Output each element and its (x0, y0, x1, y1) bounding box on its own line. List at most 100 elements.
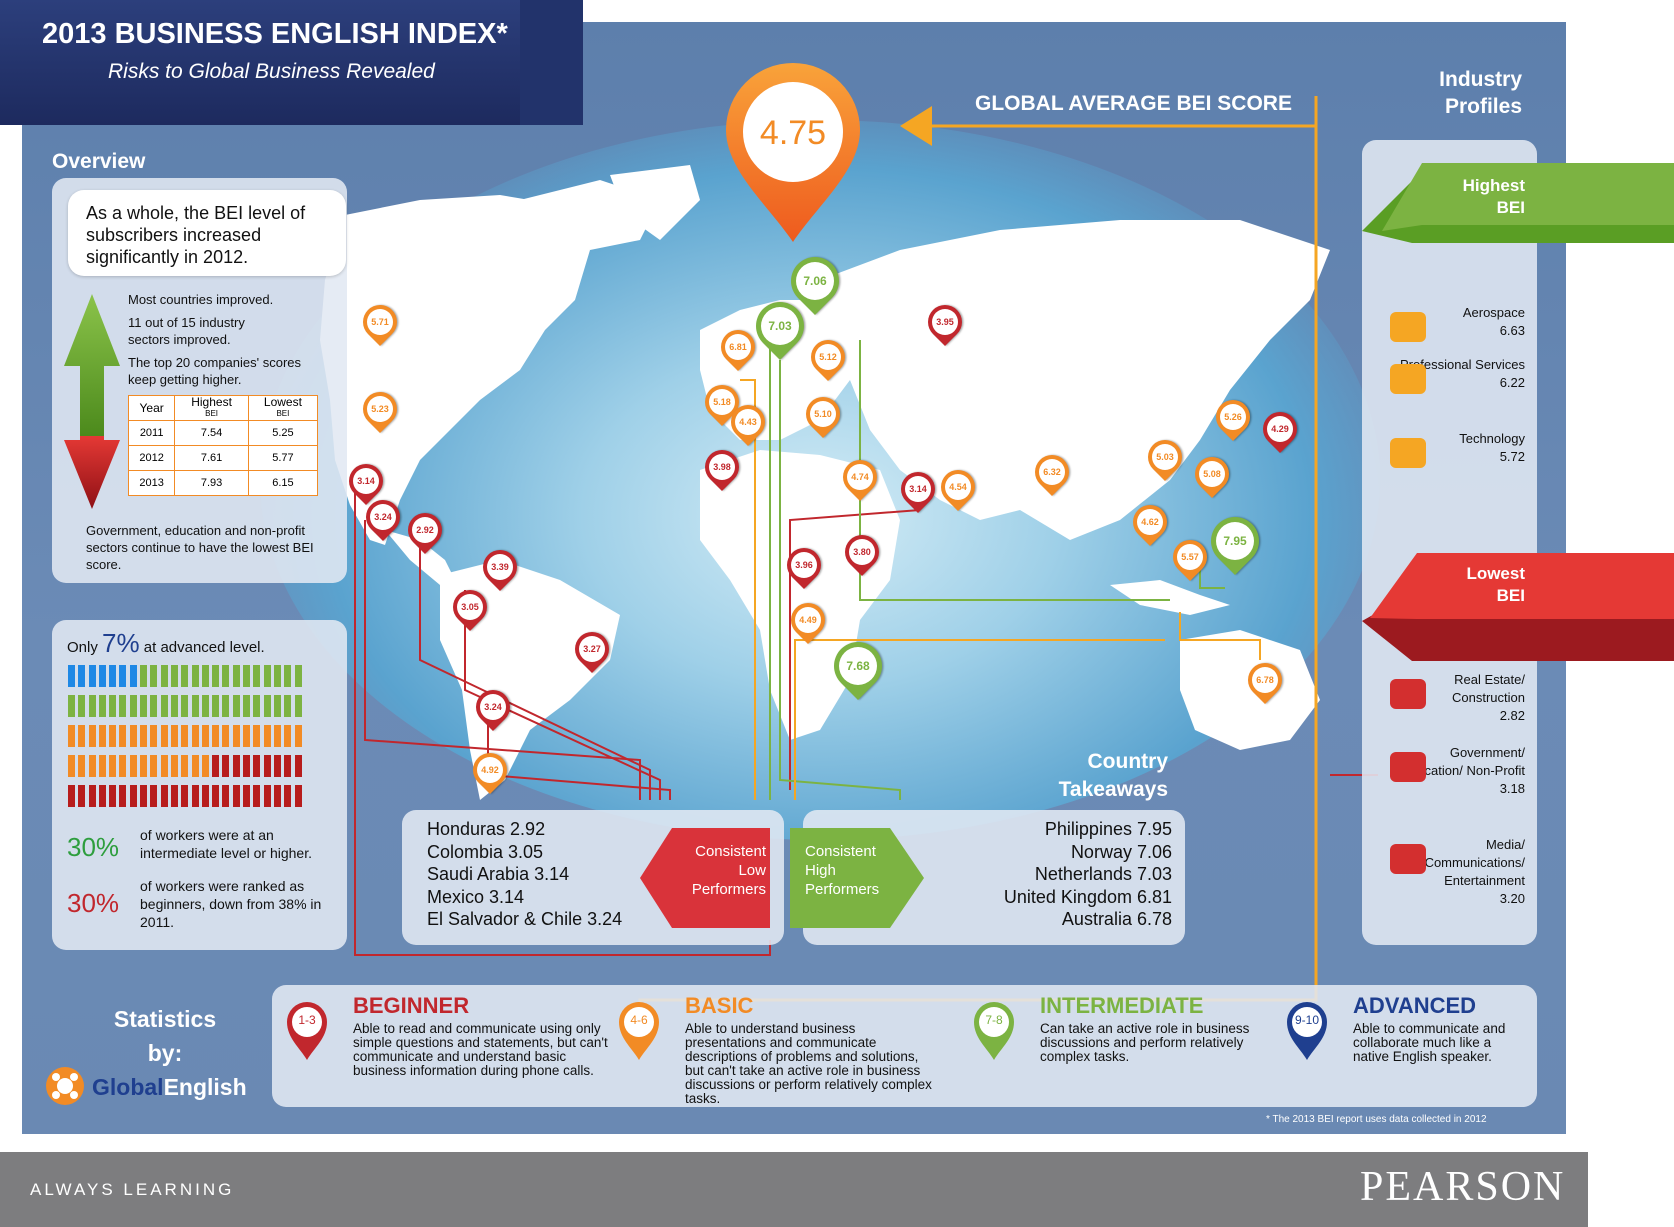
industry-name: Government/ Education/ Non-Profit (1401, 745, 1525, 778)
person-icon (78, 755, 86, 777)
person-icon (181, 695, 189, 717)
person-icon (263, 725, 271, 747)
map-pin-value: 3.95 (932, 309, 958, 335)
person-icon (78, 785, 86, 807)
industry-name: Technology (1459, 431, 1525, 446)
person-icon (109, 785, 117, 807)
tablet-icon (1390, 438, 1426, 468)
takeaways-heading: Country Takeaways (1058, 750, 1168, 801)
person-icon (191, 755, 199, 777)
person-icon (170, 695, 178, 717)
map-pin-value: 5.10 (810, 401, 836, 427)
country-item: Netherlands 7.03 (1034, 864, 1172, 884)
person-icon (294, 725, 302, 747)
person-icon (78, 725, 86, 747)
map-pin-value: 4.29 (1267, 416, 1293, 442)
overview-bullet: 11 out of 15 industry sectors improved. (128, 315, 245, 347)
person-icon (170, 725, 178, 747)
map-pin-value: 6.81 (725, 334, 751, 360)
person-icon (98, 665, 106, 687)
person-icon (273, 665, 281, 687)
person-icon (243, 785, 251, 807)
person-icon (273, 695, 281, 717)
map-pin-value: 4.62 (1137, 509, 1163, 535)
map-pin-value: 5.08 (1199, 461, 1225, 487)
industry-score: 6.63 (1499, 323, 1525, 338)
map-pin-value: 4.92 (477, 757, 503, 783)
person-icon (243, 665, 251, 687)
map-pin-value: 2.92 (412, 517, 438, 543)
industry-score: 2.82 (1499, 708, 1525, 723)
people-row (68, 695, 305, 717)
person-icon (253, 755, 261, 777)
person-icon (253, 725, 261, 747)
person-icon (119, 755, 127, 777)
global-average-pin: 4.75 (718, 60, 868, 245)
person-icon (232, 665, 240, 687)
person-icon (119, 785, 127, 807)
person-icon (160, 695, 168, 717)
person-icon (284, 785, 292, 807)
person-icon (160, 725, 168, 747)
people-row (68, 725, 305, 747)
person-icon (140, 785, 148, 807)
person-icon (232, 785, 240, 807)
person-icon (109, 755, 117, 777)
person-icon (284, 755, 292, 777)
person-icon (109, 725, 117, 747)
person-icon (68, 755, 75, 777)
industry-score: 5.72 (1499, 449, 1525, 464)
person-icon (88, 755, 96, 777)
person-icon (253, 665, 261, 687)
industry-score: 6.22 (1499, 375, 1525, 390)
person-icon (212, 665, 220, 687)
map-pin-value: 7.68 (839, 647, 877, 685)
person-icon (263, 665, 271, 687)
person-icon (201, 755, 209, 777)
map-pin-value: 5.57 (1177, 544, 1203, 570)
person-icon (150, 785, 158, 807)
stats-by-label: Statistics by: (113, 1006, 217, 1066)
person-icon (98, 785, 106, 807)
people-row (68, 665, 305, 687)
level-pin: 4-6 (617, 1000, 661, 1062)
person-icon (88, 725, 96, 747)
pearson-logo: PEARSON (1360, 1164, 1566, 1210)
level-pin: 1-3 (285, 1000, 329, 1062)
person-icon (160, 785, 168, 807)
person-icon (243, 725, 251, 747)
stat2-pct: 30% (67, 888, 120, 918)
industry-item: Government/ Education/ Non-Profit 3.18 (1395, 744, 1525, 798)
level-range: 1-3 (298, 1013, 316, 1027)
stat1-pct: 30% (67, 832, 120, 862)
bei-table: Year Highest BEI Lowest BEI 2011 7.54 5.25 2… (127, 395, 319, 496)
person-icon (88, 785, 96, 807)
person-icon (98, 755, 106, 777)
overview-footnote: Government, education and non-profit sec… (86, 523, 314, 572)
person-icon (160, 755, 168, 777)
globalenglish-logo-icon (46, 1067, 84, 1105)
advanced-line: Only 7% at advanced level. (67, 628, 265, 658)
table-header: Highest BEI (174, 395, 249, 421)
map-pin-value: 7.06 (796, 262, 834, 300)
person-icon (273, 755, 281, 777)
level-title: BASIC (685, 993, 754, 1018)
person-icon (129, 665, 137, 687)
person-icon (191, 665, 199, 687)
map-pin-value: 5.23 (367, 396, 393, 422)
map-pin-value: 4.74 (847, 464, 873, 490)
person-icon (160, 665, 168, 687)
title-banner-fold (520, 0, 583, 125)
country-item: Australia 6.78 (1061, 909, 1172, 929)
person-icon (232, 755, 240, 777)
map-pin-value: 3.24 (370, 504, 396, 530)
overview-bullet: The top 20 companies' scores keep gettin… (128, 355, 302, 387)
airplane-icon (1390, 312, 1426, 342)
overview-heading: Overview (52, 150, 146, 173)
map-pin-value: 6.78 (1252, 667, 1278, 693)
page-subtitle: Risks to Global Business Revealed (108, 60, 435, 83)
industry-name: Media/ Communications/ Entertainment (1424, 837, 1525, 888)
map-pin-value: 4.43 (735, 409, 761, 435)
map-pin-value: 3.24 (480, 694, 506, 720)
level-description: Able to communicate and collaborate much… (1353, 1021, 1506, 1064)
